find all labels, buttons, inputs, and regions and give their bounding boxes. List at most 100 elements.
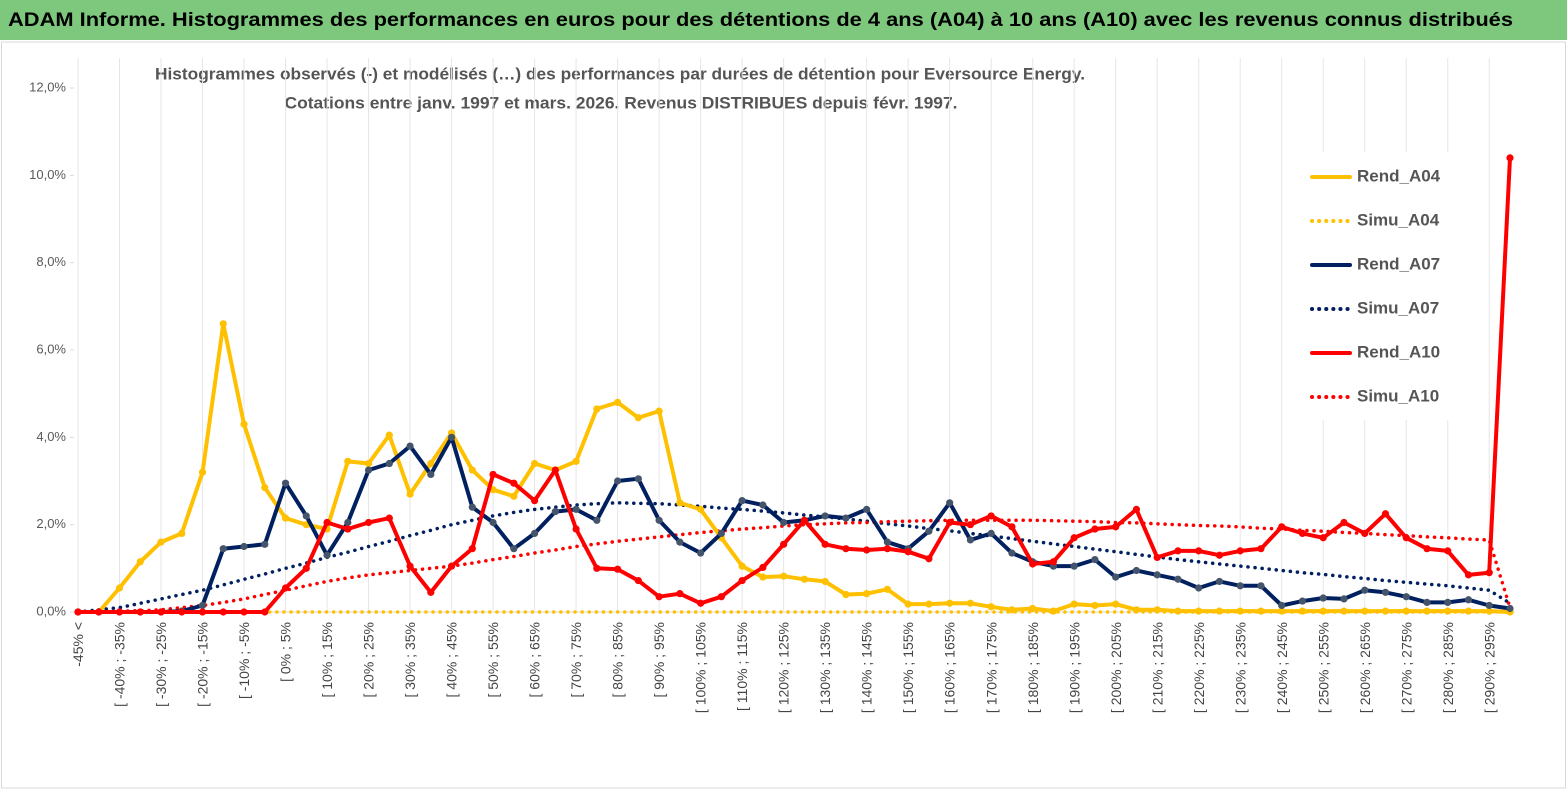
point — [1423, 607, 1431, 615]
point — [157, 538, 165, 546]
point — [987, 512, 995, 520]
point — [1298, 529, 1307, 538]
point — [468, 466, 476, 474]
point — [1070, 600, 1078, 608]
chart-frame — [1, 41, 1566, 789]
x-tick-label: [ 80% ; 85% — [610, 622, 626, 698]
point — [1402, 534, 1410, 542]
point — [987, 529, 995, 538]
x-tick-label: [ 140% ; 145% — [859, 622, 875, 713]
point — [572, 457, 580, 465]
point — [1070, 534, 1078, 542]
x-tick-label: [ 210% ; 215% — [1149, 622, 1165, 713]
point — [1174, 575, 1182, 583]
x-tick-label: [ 20% ; 25% — [361, 622, 377, 698]
point — [1423, 598, 1431, 606]
point — [634, 475, 642, 483]
point — [593, 564, 601, 572]
point — [1174, 607, 1182, 615]
point — [1008, 523, 1016, 531]
point — [240, 608, 248, 616]
point — [946, 518, 954, 527]
point — [1278, 601, 1286, 610]
point — [1464, 571, 1473, 579]
point — [1319, 607, 1327, 615]
point — [613, 477, 622, 485]
legend-label: Rend_A10 — [1357, 342, 1440, 361]
point — [1112, 523, 1120, 531]
point — [1049, 558, 1058, 566]
point — [302, 564, 310, 572]
x-tick-label: [ 160% ; 165% — [942, 622, 958, 713]
x-tick-label: [ 250% ; 255% — [1315, 622, 1331, 713]
point — [344, 525, 352, 533]
point — [406, 490, 414, 498]
x-tick-label: -45% < — [70, 622, 86, 667]
point — [904, 600, 912, 608]
x-tick-label: [ 180% ; 185% — [1025, 622, 1041, 713]
point — [759, 501, 767, 509]
y-tick-label: 12,0% — [29, 79, 66, 94]
point — [1215, 607, 1224, 615]
point — [572, 525, 580, 533]
point — [344, 457, 352, 465]
point — [759, 573, 767, 581]
point — [489, 470, 497, 479]
point — [1423, 545, 1431, 553]
point — [634, 576, 642, 585]
x-tick-label: [ 40% ; 45% — [444, 622, 460, 698]
point — [1236, 607, 1244, 615]
x-tick-label: [ 220% ; 225% — [1191, 622, 1207, 713]
point — [1195, 547, 1203, 555]
point — [489, 518, 497, 527]
point — [655, 516, 663, 524]
point — [1485, 607, 1493, 615]
legend-box — [1300, 152, 1460, 420]
point — [198, 608, 207, 616]
point — [738, 576, 746, 585]
x-tick-label: [ 70% ; 75% — [568, 622, 584, 698]
point — [863, 546, 871, 554]
header-bar — [0, 0, 1567, 40]
point — [157, 608, 165, 616]
point — [821, 540, 829, 548]
point — [1506, 604, 1514, 613]
point — [551, 507, 559, 516]
point — [1444, 547, 1452, 555]
point — [1319, 594, 1327, 602]
x-tick-label: [ 270% ; 275% — [1398, 622, 1414, 713]
point — [842, 545, 850, 553]
point — [1278, 607, 1286, 615]
point — [925, 600, 933, 608]
point — [530, 497, 539, 505]
point — [946, 499, 954, 507]
point — [261, 483, 269, 492]
point — [1112, 573, 1120, 581]
point — [1195, 584, 1203, 592]
point — [697, 599, 705, 607]
point — [364, 466, 373, 474]
point — [821, 577, 829, 586]
point — [1485, 569, 1493, 577]
point — [510, 479, 518, 487]
point — [261, 608, 269, 616]
x-tick-label: [ -10% ; -5% — [236, 622, 252, 699]
point — [447, 433, 456, 441]
point — [1444, 598, 1452, 606]
point — [966, 521, 975, 529]
point — [115, 584, 124, 592]
point — [530, 459, 539, 468]
point — [406, 442, 414, 450]
point — [593, 405, 601, 413]
point — [447, 562, 456, 570]
x-tick-label: [ 90% ; 95% — [651, 622, 667, 698]
x-tick-label: [ 0% ; 5% — [278, 622, 294, 682]
point — [1215, 577, 1224, 586]
point — [74, 608, 82, 616]
point — [738, 562, 746, 570]
point — [198, 601, 207, 610]
point — [1464, 607, 1473, 615]
point — [178, 529, 186, 538]
point — [1236, 582, 1244, 590]
point — [883, 585, 891, 593]
